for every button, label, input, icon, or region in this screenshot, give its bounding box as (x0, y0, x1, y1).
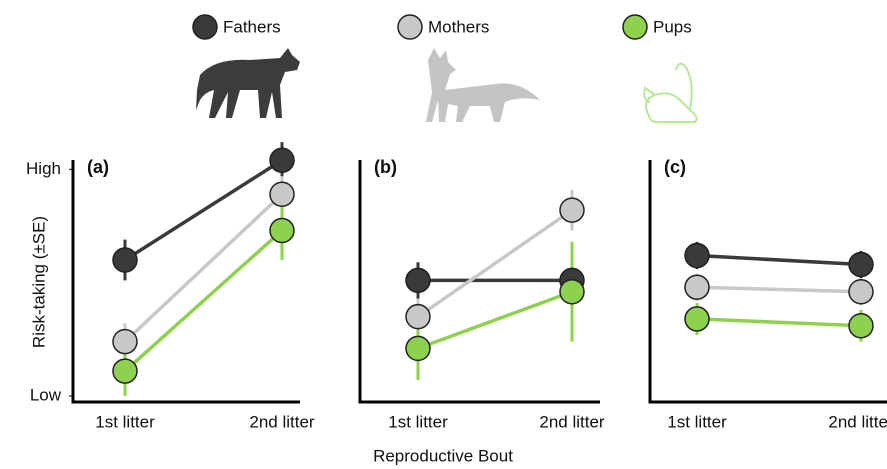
point (113, 359, 137, 383)
point (270, 182, 294, 206)
y-axis-label: Risk-taking (±SE) (29, 216, 48, 348)
legend-marker (623, 15, 647, 39)
point (113, 248, 137, 272)
fox-icon (426, 48, 540, 122)
point (685, 243, 709, 267)
page: {"chart_data": [ {"type": "line", "label… (0, 0, 887, 469)
point (113, 330, 137, 354)
series-line (125, 231, 282, 372)
panel-label: (b) (374, 157, 397, 177)
point (406, 268, 430, 292)
wolf-icon (196, 48, 300, 118)
point (406, 305, 430, 329)
legend-label: Mothers (428, 17, 489, 36)
x-tick-label: 1st litter (667, 412, 727, 431)
y-tick-label: Low (30, 385, 62, 404)
series-line (697, 319, 861, 326)
legend-label: Pups (653, 17, 692, 36)
legend-marker (398, 15, 422, 39)
point (685, 275, 709, 299)
x-tick-label: 1st litter (95, 412, 155, 431)
point (560, 280, 584, 304)
legend-label: Fathers (223, 17, 281, 36)
x-tick-label: 2nd litter (828, 412, 887, 431)
x-tick-label: 2nd litter (539, 412, 605, 431)
point (270, 148, 294, 172)
point (560, 198, 584, 222)
point (849, 280, 873, 304)
point (849, 253, 873, 277)
series-line (697, 255, 861, 264)
point (685, 307, 709, 331)
x-tick-label: 2nd litter (249, 412, 315, 431)
x-axis-label: Reproductive Bout (373, 446, 513, 465)
chart: Reproductive Bout Risk-taking (±SE) Fath… (0, 0, 887, 469)
panel-label: (c) (664, 157, 686, 177)
y-tick-label: High (26, 159, 61, 178)
pup-icon (644, 64, 696, 122)
legend-marker (193, 15, 217, 39)
point (270, 219, 294, 243)
panel-label: (a) (87, 157, 109, 177)
series-line (125, 194, 282, 341)
series-line (125, 160, 282, 260)
series-line (697, 287, 861, 292)
x-tick-label: 1st litter (388, 412, 448, 431)
point (406, 336, 430, 360)
point (849, 314, 873, 338)
